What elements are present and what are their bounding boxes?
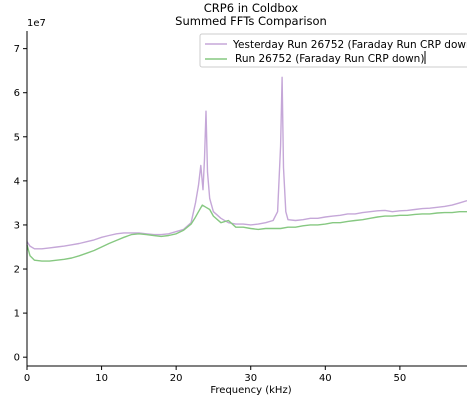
x-ticks: 0 10 20 30 40 50 bbox=[24, 366, 406, 384]
x-tick-label: 50 bbox=[394, 373, 407, 384]
legend-frame bbox=[199, 33, 467, 68]
x-tick-label: 40 bbox=[319, 373, 332, 384]
series-layer bbox=[26, 76, 467, 262]
x-tick-label: 20 bbox=[170, 373, 183, 384]
y-tick-label: 3 bbox=[14, 220, 20, 231]
legend-label-yesterday: Yesterday Run 26752 (Faraday Run CRP dow… bbox=[232, 39, 467, 51]
series-line-0 bbox=[26, 76, 467, 250]
legend: Yesterday Run 26752 (Faraday Run CRP dow… bbox=[199, 33, 467, 68]
y-tick-label: 6 bbox=[14, 88, 20, 99]
y-ticks: 0 1 2 3 4 5 6 7 bbox=[14, 44, 27, 364]
plot-area bbox=[26, 31, 467, 367]
legend-label-today: Run 26752 (Faraday Run CRP down) bbox=[235, 53, 424, 65]
y-tick-label: 4 bbox=[14, 176, 20, 187]
x-tick-label: 10 bbox=[95, 373, 108, 384]
y-tick-label: 5 bbox=[14, 132, 20, 143]
series-line-1 bbox=[26, 204, 467, 262]
x-tick-label: 0 bbox=[24, 373, 30, 384]
chart-title: CRP6 in Coldbox bbox=[204, 1, 299, 15]
x-tick-label: 30 bbox=[244, 373, 257, 384]
y-tick-label: 7 bbox=[14, 44, 20, 55]
y-multiplier-label: 1e7 bbox=[27, 18, 46, 29]
x-axis-label: Frequency (kHz) bbox=[210, 385, 291, 395]
y-tick-label: 1 bbox=[14, 309, 20, 320]
y-tick-label: 2 bbox=[14, 265, 20, 276]
chart-subtitle: Summed FFTs Comparison bbox=[175, 14, 327, 28]
plot-background bbox=[27, 31, 467, 366]
y-tick-label: 0 bbox=[14, 353, 20, 364]
